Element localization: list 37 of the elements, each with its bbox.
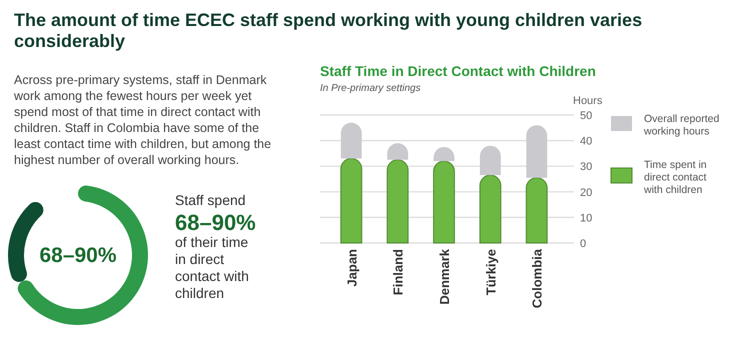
text: 68–90% bbox=[175, 210, 256, 235]
x-tick-label: Japan bbox=[344, 248, 360, 287]
text: Across pre-primary systems, staff in Denmark bbox=[14, 73, 268, 87]
bar bbox=[479, 174, 502, 244]
text: 68–90% bbox=[39, 244, 117, 267]
bar bbox=[433, 160, 455, 244]
y-tick-label: 30 bbox=[580, 161, 592, 174]
text: contact with bbox=[175, 268, 249, 284]
x-tick-label: Denmark bbox=[437, 248, 452, 305]
y-axis-title: Hours bbox=[573, 95, 603, 107]
bar bbox=[386, 159, 409, 244]
text: Staff spend bbox=[175, 192, 246, 208]
text: children. Staff in Colombia have some of the bbox=[14, 121, 260, 135]
text: children bbox=[175, 285, 224, 301]
y-tick-label: 20 bbox=[580, 186, 592, 199]
text: The amount of time ECEC staff spend working with young children varies considerably bbox=[14, 10, 642, 51]
legend-label: Time spent in direct contact with children bbox=[643, 159, 707, 196]
bar bbox=[340, 122, 362, 159]
y-tick-label: 0 bbox=[580, 238, 586, 250]
bar bbox=[340, 158, 362, 244]
text: in direct bbox=[175, 251, 224, 267]
x-tick-label: Türkiye bbox=[483, 249, 498, 296]
chart-subtitle: In Pre-primary settings bbox=[320, 83, 421, 94]
y-tick-label: 10 bbox=[580, 212, 592, 224]
bar bbox=[526, 125, 548, 178]
bar bbox=[526, 177, 548, 244]
text: highest number of overall working hours. bbox=[14, 153, 240, 167]
text: spend most of that time in direct contact with bbox=[14, 105, 261, 119]
y-tick-label: 40 bbox=[580, 136, 592, 148]
legend-label: Overall reported working hours bbox=[643, 113, 720, 138]
y-tick-label: 50 bbox=[580, 110, 592, 122]
x-tick-label: Finland bbox=[390, 248, 406, 296]
text: least contact time with children, but among the bbox=[14, 137, 272, 151]
chart-title: Staff Time in Direct Contact with Children bbox=[320, 63, 596, 79]
text: of their time bbox=[175, 234, 248, 250]
x-tick-label: Colombia bbox=[530, 248, 545, 308]
text: work among the fewest hours per week yet bbox=[13, 89, 252, 103]
